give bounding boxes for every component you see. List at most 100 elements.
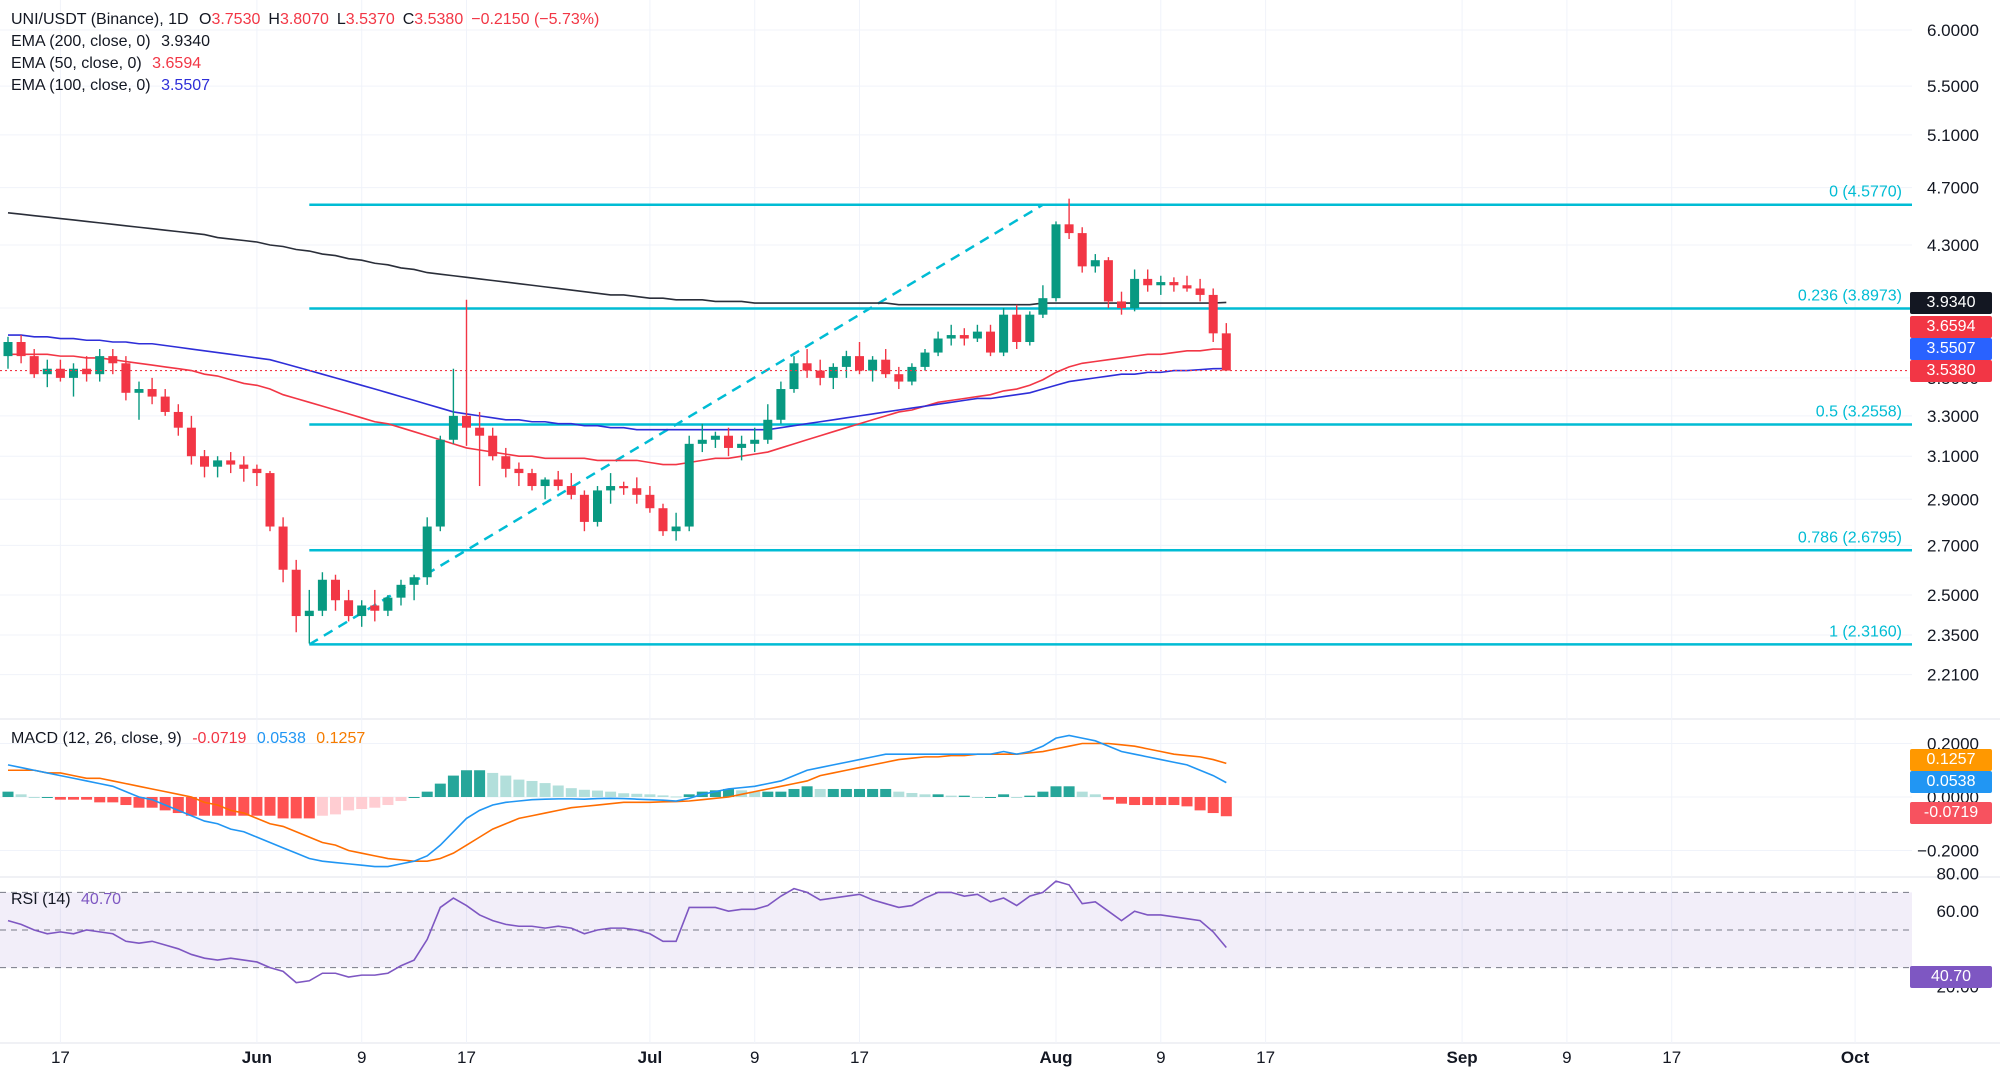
candle-body <box>422 526 432 578</box>
close-price-tag: 3.5380 <box>1910 360 1992 382</box>
price-axis-label: 2.9000 <box>1927 490 1979 509</box>
macd-histogram-bar <box>330 797 341 815</box>
macd-histogram-bar <box>539 783 551 797</box>
candle-body <box>1038 298 1048 315</box>
candle-body <box>514 468 524 474</box>
price-axis-label: 3.3000 <box>1927 407 1979 426</box>
macd-axis-label: 0.2000 <box>1927 735 1979 754</box>
candle-body <box>1012 314 1022 343</box>
candle-body <box>69 368 78 378</box>
candle-body <box>475 427 485 436</box>
open-label: O <box>198 11 212 28</box>
price-axis-label: 2.3500 <box>1927 626 1979 645</box>
macd-histogram-bar <box>461 770 472 797</box>
open-value: 3.7530 <box>211 11 261 28</box>
rsi-label: RSI (14) <box>11 891 71 908</box>
ema100-line <box>8 334 1227 431</box>
candle-body <box>16 342 26 357</box>
candle-body <box>1051 224 1061 299</box>
macd-histogram-bar <box>172 797 184 814</box>
macd-histogram-bar <box>487 772 499 797</box>
macd-legend[interactable]: MACD (12, 26, close, 9) -0.0719 0.0538 0… <box>11 728 371 749</box>
macd-histogram-bar <box>120 797 132 806</box>
macd-hist-tag: 0.1257 <box>1910 749 1992 771</box>
candle-body <box>331 579 340 601</box>
macd-histogram-bar <box>723 788 734 797</box>
low-label: L <box>336 11 346 28</box>
candle-body <box>632 488 642 495</box>
macd-histogram-bar <box>867 788 879 797</box>
candle-body <box>173 411 183 428</box>
macd-histogram-bar <box>382 797 394 806</box>
macd-histogram-bar <box>303 797 315 819</box>
macd-histogram-bar <box>513 779 525 797</box>
candle-body <box>776 389 786 420</box>
candle-body <box>370 605 380 611</box>
symbol-title[interactable]: UNI/USDT (Binance), 1D <box>11 11 189 28</box>
macd-histogram-bar <box>1024 795 1036 797</box>
macd-histogram-bar <box>434 783 446 797</box>
price-axis-label: 4.3000 <box>1927 236 1979 255</box>
candle-body <box>252 468 262 474</box>
candle-body <box>1143 278 1153 286</box>
rsi-value: 40.70 <box>81 891 122 908</box>
ema200-line <box>7 211 1227 306</box>
candle-body <box>959 335 969 339</box>
candle-body <box>357 605 367 617</box>
fib-level-label: 0.5 (3.2558) <box>1816 404 1902 421</box>
macd-histogram-bar <box>592 790 603 797</box>
time-axis-label: Oct <box>1841 1048 1870 1067</box>
macd-line <box>7 734 1227 868</box>
macd-line-value: -0.0719 <box>192 730 247 747</box>
candle-body <box>868 359 878 371</box>
time-axis-label: Aug <box>1039 1048 1072 1067</box>
macd-histogram-bar <box>15 794 27 797</box>
candle-body <box>946 335 956 339</box>
rsi-legend[interactable]: RSI (14) 40.70 <box>11 889 127 910</box>
candle-body <box>986 331 995 353</box>
rsi-band <box>0 892 1912 968</box>
macd-signal-value: 0.0538 <box>256 730 306 747</box>
candle-body <box>789 363 799 390</box>
ema100-legend[interactable]: EMA (100, close, 0) 3.5507 <box>11 75 216 96</box>
candle-body <box>737 443 747 448</box>
ema50-legend[interactable]: EMA (50, close, 0) 3.6594 <box>11 53 207 74</box>
candle-body <box>239 464 249 469</box>
macd-histogram-bar <box>1037 791 1049 797</box>
price-axis-label: 2.5000 <box>1927 586 1979 605</box>
price-axis-label: 5.1000 <box>1927 126 1979 145</box>
ema200-legend[interactable]: EMA (200, close, 0) 3.9340 <box>11 31 216 52</box>
candle-body <box>95 356 105 375</box>
candle-body <box>855 356 864 371</box>
macd-histogram-bar <box>932 794 944 797</box>
candle-body <box>317 579 327 611</box>
candle-body <box>1169 282 1179 286</box>
candlesticks <box>0 198 1912 644</box>
candle-body <box>933 338 943 353</box>
macd-histogram-bar <box>657 795 669 797</box>
ema100-value: 3.5507 <box>161 77 211 94</box>
candle-body <box>108 356 118 364</box>
macd-histogram-bar <box>1194 797 1206 811</box>
candle-body <box>658 508 668 532</box>
candle-body <box>448 415 458 440</box>
candle-body <box>291 569 301 617</box>
macd-histogram-bar <box>28 797 40 798</box>
macd-histogram-bar <box>827 788 839 797</box>
macd-histogram-bar <box>814 788 826 797</box>
candle-body <box>1077 233 1087 267</box>
candle-body <box>527 473 537 487</box>
candle-body <box>435 439 445 527</box>
macd-histogram-bar <box>199 797 210 816</box>
macd-hist-value: 0.1257 <box>316 730 366 747</box>
candle-body <box>200 456 209 467</box>
macd-histogram-bar <box>1168 797 1180 806</box>
candle-body <box>606 486 616 491</box>
macd-histogram-bar <box>212 797 224 816</box>
macd-histogram-bar <box>146 797 158 808</box>
candle-body <box>396 584 406 598</box>
macd-histogram-bar <box>343 797 355 811</box>
macd-histogram-bar <box>906 792 918 797</box>
candle-body <box>1117 301 1126 309</box>
